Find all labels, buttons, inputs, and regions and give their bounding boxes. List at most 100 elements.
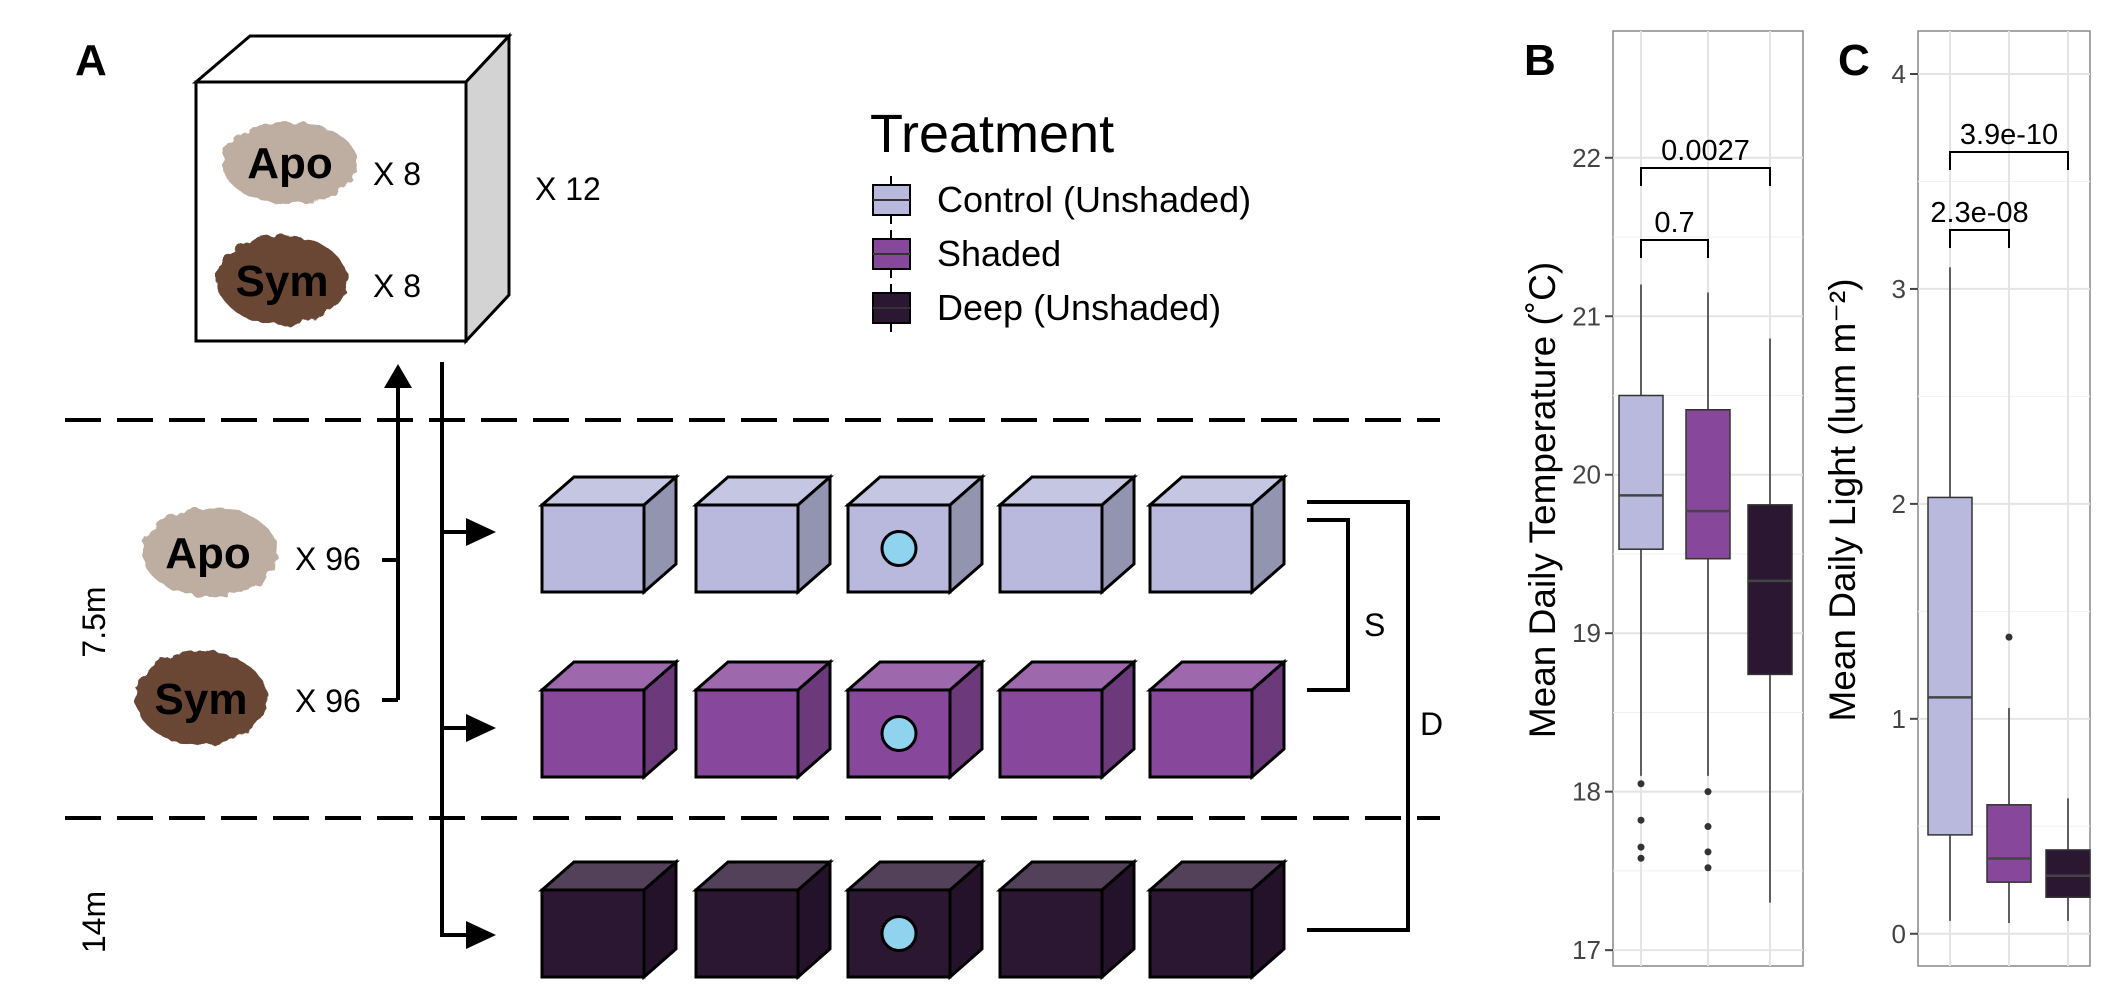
source-sym-coral-icon xyxy=(135,651,267,745)
box-iqr xyxy=(1618,394,1664,550)
bracket-line xyxy=(1640,239,1709,258)
source-apo-coral-icon xyxy=(142,507,278,597)
box xyxy=(1685,292,1731,872)
tank-front xyxy=(540,888,646,979)
tank-side-face xyxy=(464,32,511,345)
panel-a-diagram: A Apo Sym X 8 X 8 X 12 7.5m 14m Apo Sym … xyxy=(65,32,1443,981)
tank-coral-apo-label: Apo xyxy=(247,139,333,188)
up-arrowhead xyxy=(384,364,412,388)
depth-label-deep: 14m xyxy=(76,891,112,953)
legend-item: Deep (Unshaded) xyxy=(872,284,1221,332)
shade-bracket xyxy=(1307,518,1350,692)
treatment-tank xyxy=(692,858,834,981)
outlier-point xyxy=(1637,843,1645,851)
y-tick-label: 3 xyxy=(1892,274,1906,304)
tank-apo-count: X 8 xyxy=(373,156,421,192)
box-iqr xyxy=(1986,804,2032,883)
panel-letter-b: B xyxy=(1524,36,1556,85)
treatment-legend: Treatment Control (Unshaded) Shaded Deep (… xyxy=(870,104,1251,332)
p-value-label: 0.0027 xyxy=(1661,135,1750,167)
p-value-label: 3.9e-10 xyxy=(1960,119,2058,151)
y-axis-title: Mean Daily Temperature (˚C) xyxy=(1522,262,1563,738)
temperature-boxplot: 17 18 19 20 21 22 Mean Daily Temperature (˚C) 0… xyxy=(1522,30,1804,967)
y-tick-label: 4 xyxy=(1892,59,1906,89)
logger-icon xyxy=(880,530,918,567)
y-axis-ticks: 0 1 2 3 4 xyxy=(1892,59,1918,949)
outlier-point xyxy=(1704,848,1712,856)
light-boxplot: 0 1 2 3 4 Mean Daily Light (lum m⁻²) 2.3e-08 3.… xyxy=(1822,30,2091,967)
y-tick-label: 1 xyxy=(1892,704,1906,734)
outlier-point xyxy=(1704,788,1712,796)
tank-coral-sym-label: Sym xyxy=(236,257,329,306)
panel-letter-a: A xyxy=(75,36,107,85)
y-tick-label: 21 xyxy=(1572,301,1601,331)
treatment-tank xyxy=(538,658,680,781)
legend-item: Control (Unshaded) xyxy=(872,176,1251,224)
tank-row-deep xyxy=(538,858,1288,981)
comparison-brackets xyxy=(1307,500,1410,932)
source-corals: Apo Sym X 96 X 96 xyxy=(135,507,361,745)
treatment-tank xyxy=(1146,473,1288,596)
treatment-tank xyxy=(996,658,1138,781)
shade-bracket-label: S xyxy=(1364,607,1385,643)
legend-label: Deep (Unshaded) xyxy=(937,287,1221,328)
treatment-tank xyxy=(844,858,986,981)
treatment-tank xyxy=(692,658,834,781)
legend-items: Control (Unshaded) Shaded Deep (Unshaded) xyxy=(872,176,1251,332)
outlier-point xyxy=(1704,864,1712,872)
bracket-line xyxy=(1949,151,2069,170)
treatment-tank-grid xyxy=(538,473,1288,981)
treatment-tank xyxy=(692,473,834,596)
tank-front xyxy=(1148,888,1254,979)
source-coral-apo-label: Apo xyxy=(165,529,251,578)
tank-front xyxy=(540,688,646,779)
tank-front xyxy=(998,888,1104,979)
tank-front xyxy=(694,688,800,779)
tank-front xyxy=(1148,503,1254,594)
source-apo-count: X 96 xyxy=(295,541,361,577)
arrowhead-deep xyxy=(466,921,496,949)
bracket-line xyxy=(1640,167,1771,186)
treatment-tank xyxy=(844,658,986,781)
box-iqr xyxy=(2045,849,2091,898)
apo-coral-icon xyxy=(222,122,358,204)
p-value-label: 0.7 xyxy=(1654,207,1694,239)
tank-front xyxy=(1148,688,1254,779)
bracket-line xyxy=(1949,229,2010,248)
treatment-tank xyxy=(1146,658,1288,781)
depth-label-shallow: 7.5m xyxy=(76,586,112,657)
box-iqr xyxy=(1747,504,1793,676)
y-tick-label: 20 xyxy=(1572,460,1601,490)
p-value-label: 2.3e-08 xyxy=(1930,197,2028,229)
treatment-tank xyxy=(538,858,680,981)
y-tick-label: 17 xyxy=(1572,935,1601,965)
tank-count: X 12 xyxy=(535,171,601,207)
treatment-tank xyxy=(996,473,1138,596)
tank-front xyxy=(694,888,800,979)
panel-b-temperature-chart: B 17 18 19 20 21 22 Mean Daily Temperature (˚C… xyxy=(1522,30,1804,967)
panel-c-light-chart: C 0 1 2 3 4 Mean Daily Light (lum m⁻²) 2.3e-08… xyxy=(1822,30,2091,967)
treatment-tank xyxy=(1146,858,1288,981)
box xyxy=(1747,338,1793,903)
tank-front xyxy=(540,503,646,594)
box-iqr xyxy=(1927,496,1973,836)
logger-icon xyxy=(880,715,918,752)
outlier-point xyxy=(2005,633,2013,641)
source-sym-count: X 96 xyxy=(295,683,361,719)
tank-top-face xyxy=(191,34,513,84)
panel-letter-c: C xyxy=(1838,36,1870,85)
sym-coral-icon xyxy=(217,235,347,325)
y-axis-ticks: 17 18 19 20 21 22 xyxy=(1572,143,1613,965)
logger-icon xyxy=(880,915,918,952)
y-axis-title: Mean Daily Light (lum m⁻²) xyxy=(1822,278,1863,721)
arrowhead-control xyxy=(466,518,496,546)
treatment-tank xyxy=(996,858,1138,981)
flow-arrows xyxy=(382,362,496,949)
significance-bracket: 0.0027 xyxy=(1640,135,1771,186)
legend-item: Shaded xyxy=(872,230,1061,278)
significance-bracket: 2.3e-08 xyxy=(1930,197,2029,248)
box xyxy=(1927,267,1973,921)
depth-bracket-label: D xyxy=(1420,706,1443,742)
box-iqr xyxy=(1685,409,1731,560)
